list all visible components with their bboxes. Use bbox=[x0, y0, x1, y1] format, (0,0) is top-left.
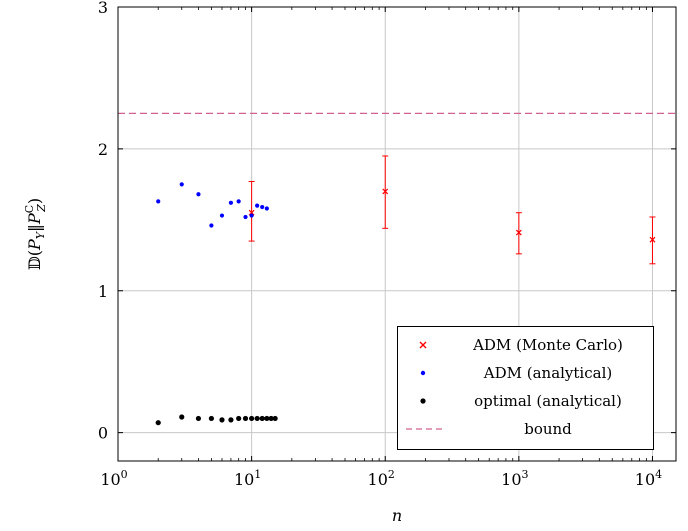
legend-item-adm-monte-carlo: ADM (Monte Carlo) bbox=[398, 333, 653, 357]
analytical-point bbox=[243, 214, 248, 220]
analytical-point bbox=[209, 223, 214, 228]
optimal-point bbox=[155, 420, 161, 426]
optimal-point bbox=[242, 415, 249, 422]
y-tick-label: 0 bbox=[98, 424, 108, 443]
legend-swatch-black-dot bbox=[420, 398, 426, 404]
legend-swatch-blue-dot bbox=[420, 370, 426, 376]
legend-swatch-dashed-line bbox=[406, 428, 442, 430]
analytical-point bbox=[156, 199, 161, 204]
analytical-point bbox=[236, 199, 241, 204]
legend-item-adm-analytical: ADM (analytical) bbox=[398, 361, 653, 385]
x-tick-label: 102 bbox=[368, 468, 395, 489]
optimal-point bbox=[272, 415, 278, 422]
analytical-point bbox=[219, 213, 225, 218]
x-tick-label: 104 bbox=[635, 468, 662, 489]
optimal-point bbox=[259, 415, 265, 422]
legend: ADM (Monte Carlo) ADM (analytical) optim… bbox=[397, 326, 654, 450]
analytical-point bbox=[249, 213, 254, 218]
analytical-point bbox=[264, 206, 269, 211]
legend-item-bound: bound bbox=[398, 417, 653, 441]
plot-area bbox=[118, 112, 676, 426]
analytical-point bbox=[255, 203, 260, 208]
monte-carlo-point bbox=[382, 188, 389, 195]
optimal-point bbox=[268, 415, 274, 422]
y-tick-label: 3 bbox=[98, 0, 108, 17]
optimal-point bbox=[195, 415, 202, 422]
x-tick-label: 101 bbox=[234, 468, 261, 489]
y-tick-label: 2 bbox=[98, 140, 108, 159]
axes-frame bbox=[117, 6, 677, 462]
legend-label: bound bbox=[524, 420, 572, 438]
x-tick-label: 100 bbox=[100, 468, 127, 489]
optimal-point bbox=[208, 415, 214, 422]
legend-label: ADM (analytical) bbox=[483, 364, 613, 382]
optimal-point bbox=[236, 415, 242, 422]
legend-item-optimal-analytical: optimal (analytical) bbox=[398, 389, 653, 413]
optimal-point bbox=[264, 415, 270, 422]
y-tick-label: 1 bbox=[98, 282, 108, 301]
legend-swatch-x-marker bbox=[419, 341, 427, 349]
monte-carlo-point bbox=[649, 236, 656, 243]
analytical-point bbox=[179, 182, 184, 187]
x-axis-label: n bbox=[392, 506, 402, 525]
legend-label: optimal (analytical) bbox=[474, 392, 622, 410]
optimal-point bbox=[228, 417, 234, 423]
analytical-point bbox=[260, 204, 265, 210]
y-axis-label: 𝔻(PY‖PCZ) bbox=[23, 198, 48, 270]
svg-text:𝔻(PY‖PCZ): 𝔻(PY‖PCZ) bbox=[23, 198, 48, 270]
ticks: 100 101 102 103 104 0 1 2 3 bbox=[98, 0, 676, 489]
legend-label: ADM (Monte Carlo) bbox=[473, 336, 623, 354]
analytical-point bbox=[228, 200, 234, 205]
monte-carlo-point bbox=[515, 229, 522, 236]
analytical-point bbox=[196, 192, 201, 197]
optimal-point bbox=[219, 417, 225, 423]
optimal-point bbox=[179, 414, 185, 420]
optimal-point bbox=[254, 415, 260, 422]
optimal-point bbox=[249, 415, 255, 422]
x-tick-label: 103 bbox=[501, 468, 528, 489]
